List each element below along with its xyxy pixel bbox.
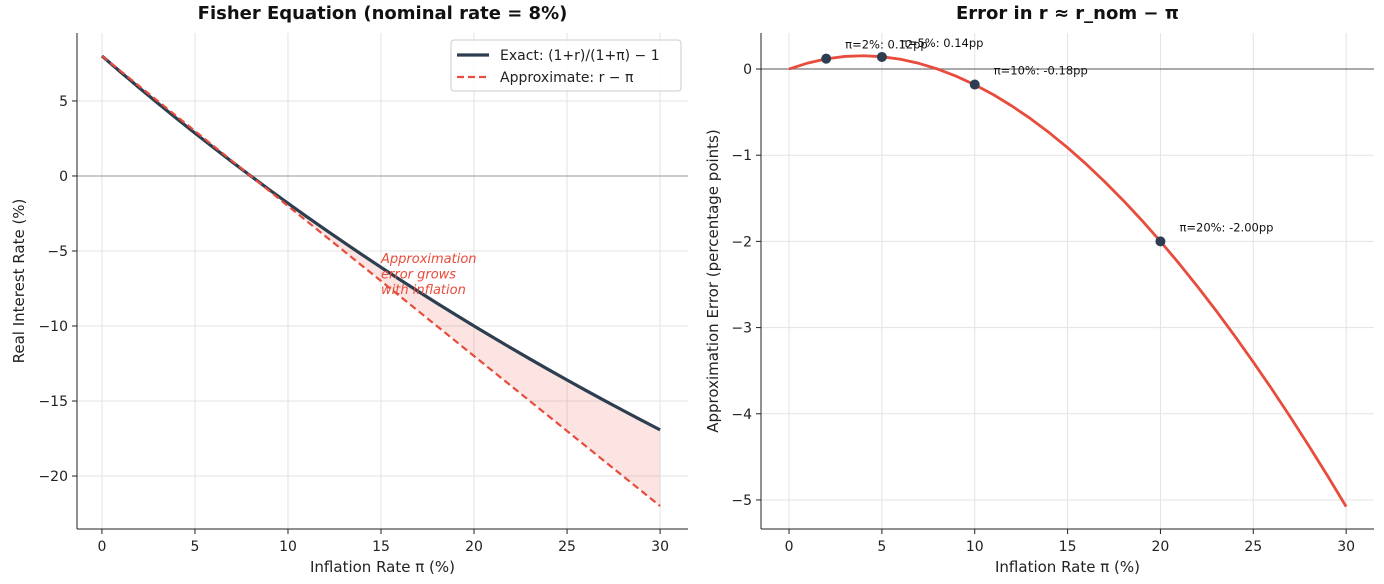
data-point-marker: [1155, 236, 1166, 247]
approximation-error-chart: 0 5 10 15 20 25 30 0 −1 −2 −3 −4 −5 π=2%: 0.12ppπ=5%:…: [704, 3, 1374, 576]
x-tick-label: 15: [1059, 539, 1077, 555]
y-tick-label: −3: [731, 321, 752, 337]
data-point-marker: [876, 51, 887, 62]
x-tick-label: 25: [558, 539, 576, 555]
y-tick-label: −10: [38, 319, 68, 335]
y-tick-label: 0: [743, 62, 752, 78]
legend-label: Exact: (1+r)/(1+π) − 1: [500, 48, 660, 64]
annotation-text: Approximation: [380, 252, 477, 267]
annotation-text: error grows: [381, 267, 456, 282]
data-point-label: π=2%: 0.12pp: [845, 38, 928, 52]
y-tick-label: −1: [731, 148, 752, 164]
x-tick-label: 30: [651, 539, 669, 555]
y-tick-label: −2: [731, 234, 752, 250]
x-tick-label: 0: [785, 539, 794, 555]
data-point-label: π=10%: -0.18pp: [994, 64, 1088, 78]
exact-series-line: [100, 54, 661, 432]
annotation-text: with inflation: [381, 283, 466, 298]
legend-box: [450, 39, 682, 92]
legend-label: Approximate: r − π: [500, 70, 634, 86]
data-point-label: π=20%: -2.00pp: [1179, 220, 1273, 234]
chart-title: Fisher Equation (nominal rate = 8%): [198, 3, 568, 24]
approximate-series-line: [101, 55, 661, 507]
x-tick-label: 25: [1244, 539, 1262, 555]
y-tick-label: 5: [59, 94, 68, 110]
x-tick-label: 15: [372, 539, 390, 555]
data-point-marker: [821, 53, 832, 64]
data-point-label: π=5%: 0.14pp: [901, 36, 984, 50]
y-tick-label: −15: [38, 394, 68, 410]
x-tick-label: 0: [97, 539, 106, 555]
y-tick-label: −5: [47, 244, 68, 260]
fisher-equation-chart: 0 5 10 15 20 25 30 5 0 −5 −10 −15 −20 Approximationer…: [10, 3, 688, 576]
y-tick-label: 0: [59, 169, 68, 185]
x-axis-label: Inflation Rate π (%): [310, 558, 455, 576]
x-tick-label: 30: [1337, 539, 1355, 555]
y-tick-label: −20: [38, 469, 68, 485]
x-tick-label: 10: [966, 539, 984, 555]
y-axis-label: Real Interest Rate (%): [10, 199, 28, 364]
legend: Exact: (1+r)/(1+π) − 1 Approximate: r − π: [450, 39, 682, 92]
x-tick-label: 20: [1152, 539, 1170, 555]
x-tick-label: 20: [465, 539, 483, 555]
x-tick-label: 5: [190, 539, 199, 555]
x-axis-label: Inflation Rate π (%): [995, 558, 1140, 576]
x-tick-label: 5: [877, 539, 886, 555]
y-tick-label: −4: [731, 407, 752, 423]
data-point-marker: [969, 79, 980, 90]
x-tick-label: 10: [279, 539, 297, 555]
y-axis-label: Approximation Error (percentage points): [704, 129, 722, 432]
y-tick-label: −5: [731, 493, 752, 509]
chart-title: Error in r ≈ r_nom − π: [956, 3, 1179, 24]
